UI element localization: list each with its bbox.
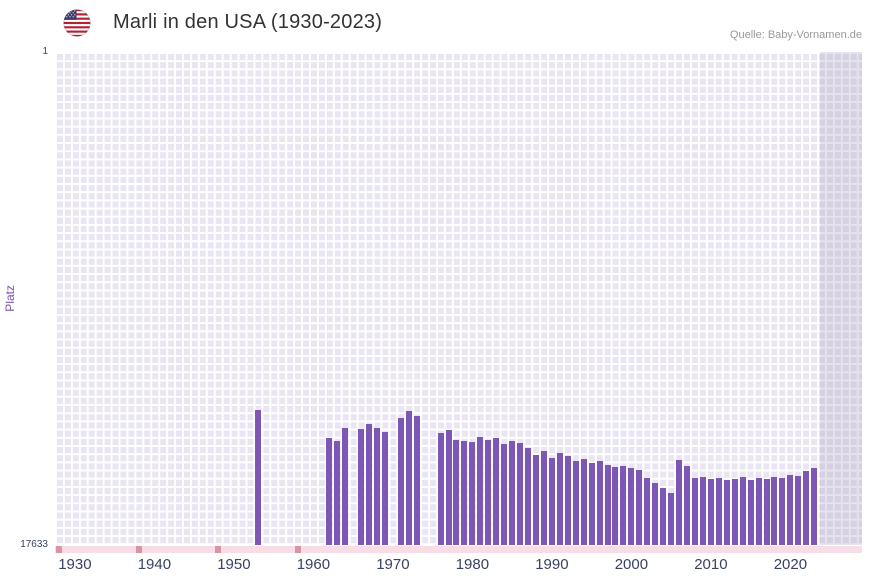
us-flag-icon xyxy=(63,9,91,37)
no-data-mark-1958 xyxy=(294,546,301,553)
bar-2011[interactable] xyxy=(715,478,722,545)
bar-1984[interactable] xyxy=(501,444,508,545)
bar-1966[interactable] xyxy=(358,429,365,545)
bar-1963[interactable] xyxy=(334,440,341,545)
x-axis-tick-2020: 2020 xyxy=(773,556,808,573)
bar-1971[interactable] xyxy=(397,418,404,545)
bar-1993[interactable] xyxy=(572,461,579,545)
bar-1969[interactable] xyxy=(381,432,388,545)
bar-2008[interactable] xyxy=(691,478,698,545)
bar-2014[interactable] xyxy=(739,477,746,545)
bar-2004[interactable] xyxy=(660,487,667,545)
bar-2007[interactable] xyxy=(684,466,691,545)
page-title: Marli in den USA (1930-2023) xyxy=(113,11,383,33)
no-data-band xyxy=(55,546,862,553)
bar-1996[interactable] xyxy=(596,461,603,545)
bar-2009[interactable] xyxy=(699,477,706,545)
bar-2000[interactable] xyxy=(628,468,635,545)
bar-1989[interactable] xyxy=(540,451,547,545)
bar-1967[interactable] xyxy=(366,423,373,545)
bar-1987[interactable] xyxy=(525,447,532,545)
x-axis-tick-1990: 1990 xyxy=(535,556,569,573)
bar-1980[interactable] xyxy=(469,442,476,545)
bar-2021[interactable] xyxy=(795,476,802,545)
y-axis-label-wrap: Platz xyxy=(2,52,18,545)
y-axis-label: Platz xyxy=(3,285,17,312)
bar-2001[interactable] xyxy=(636,470,643,545)
bar-1962[interactable] xyxy=(326,437,333,545)
bar-1994[interactable] xyxy=(580,459,587,545)
plot-area xyxy=(55,52,862,545)
no-data-mark-1948 xyxy=(215,546,221,553)
bar-1998[interactable] xyxy=(612,466,619,545)
bar-1953[interactable] xyxy=(254,409,261,545)
bar-1972[interactable] xyxy=(405,411,412,545)
bar-2015[interactable] xyxy=(747,480,754,545)
bar-1986[interactable] xyxy=(517,442,524,545)
x-axis-tick-1940: 1940 xyxy=(137,556,172,573)
bar-1982[interactable] xyxy=(485,440,492,545)
bar-1973[interactable] xyxy=(413,415,420,545)
bar-1995[interactable] xyxy=(588,463,595,545)
bar-1991[interactable] xyxy=(556,452,563,545)
no-data-mark-1928 xyxy=(56,546,62,553)
x-axis-tick-1950: 1950 xyxy=(217,556,251,573)
bar-1977[interactable] xyxy=(445,430,452,545)
bar-2005[interactable] xyxy=(668,492,675,545)
x-axis-tick-2000: 2000 xyxy=(614,556,649,573)
bar-1964[interactable] xyxy=(342,428,349,545)
bar-1976[interactable] xyxy=(437,433,444,545)
source-attribution: Quelle: Baby-Vornamen.de xyxy=(729,29,862,41)
bar-1992[interactable] xyxy=(564,456,571,545)
bar-2013[interactable] xyxy=(731,478,738,545)
bar-2017[interactable] xyxy=(763,478,770,545)
bar-1999[interactable] xyxy=(620,466,627,545)
bar-1981[interactable] xyxy=(477,437,484,545)
x-axis-tick-1960: 1960 xyxy=(296,556,331,573)
x-axis-tick-1970: 1970 xyxy=(376,556,410,573)
bar-2020[interactable] xyxy=(787,475,794,545)
bar-1985[interactable] xyxy=(509,440,516,545)
bar-2003[interactable] xyxy=(652,483,659,545)
bar-1983[interactable] xyxy=(493,438,500,545)
bar-1978[interactable] xyxy=(453,440,460,545)
bar-2016[interactable] xyxy=(755,478,762,545)
bar-1979[interactable] xyxy=(461,440,468,545)
y-axis-tick-bottom: 17633 xyxy=(20,539,48,550)
x-axis-ticks: 1930 1940 1950 1960 1970 1980 1990 2000 2010 2020 xyxy=(55,556,862,576)
bar-1997[interactable] xyxy=(604,464,611,545)
bar-2002[interactable] xyxy=(644,478,651,545)
bar-2006[interactable] xyxy=(676,459,683,545)
future-shade-region xyxy=(819,52,862,545)
bar-1988[interactable] xyxy=(532,454,539,545)
x-axis-tick-1980: 1980 xyxy=(455,556,490,573)
bar-2022[interactable] xyxy=(803,471,810,545)
bar-2010[interactable] xyxy=(707,478,714,545)
bar-2023[interactable] xyxy=(811,468,818,545)
x-axis-tick-1930: 1930 xyxy=(58,556,92,573)
bar-1968[interactable] xyxy=(373,428,380,545)
bar-2019[interactable] xyxy=(779,478,786,545)
no-data-mark-1938 xyxy=(135,546,142,553)
bar-2018[interactable] xyxy=(771,477,778,545)
bar-1990[interactable] xyxy=(548,458,555,545)
y-axis-tick-top: 1 xyxy=(42,46,48,57)
bar-2012[interactable] xyxy=(723,480,730,545)
x-axis-tick-2010: 2010 xyxy=(694,556,728,573)
